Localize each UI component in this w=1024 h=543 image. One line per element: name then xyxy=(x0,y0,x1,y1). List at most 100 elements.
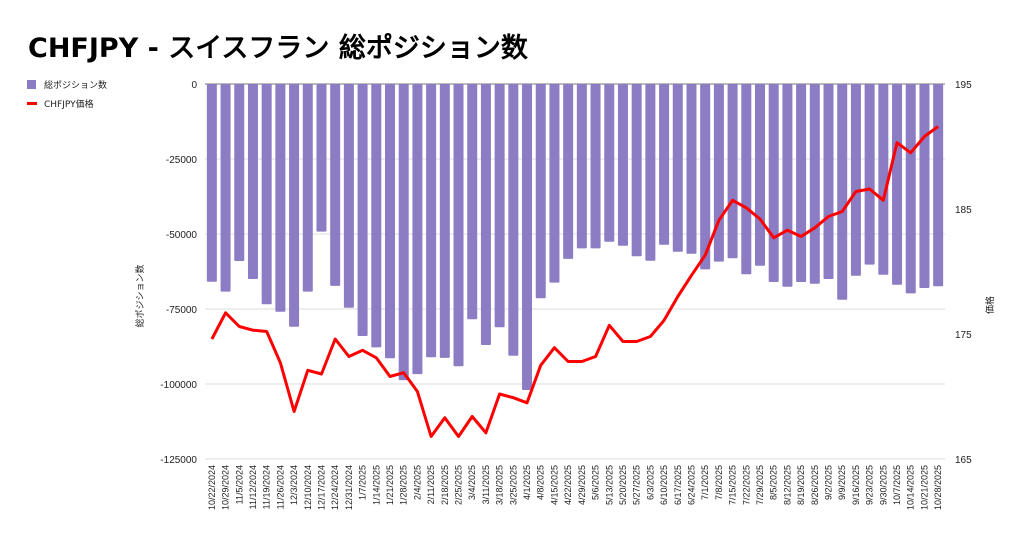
bar xyxy=(412,84,423,375)
x-tick-label: 9/9/2025 xyxy=(837,465,847,500)
x-tick-label: 3/4/2025 xyxy=(467,465,477,500)
bar xyxy=(453,84,464,367)
left-tick-label: -75000 xyxy=(166,305,198,316)
bar xyxy=(275,84,286,312)
x-tick-label: 10/14/2025 xyxy=(906,465,916,510)
right-axis-title: 価格 xyxy=(984,296,995,314)
bar xyxy=(864,84,875,265)
bar xyxy=(645,84,656,261)
x-tick-label: 10/22/2024 xyxy=(207,465,217,510)
x-axis-ticks: 10/22/2024 10/29/2024 11/5/2024 11/12/2024 1… xyxy=(207,465,943,510)
x-tick-label: 2/18/2025 xyxy=(440,465,450,505)
bar xyxy=(850,84,861,276)
legend-bar-swatch xyxy=(27,80,36,89)
left-tick-label: 0 xyxy=(191,80,197,91)
right-tick-label: 195 xyxy=(955,80,972,91)
bar xyxy=(289,84,300,327)
bar xyxy=(206,84,217,282)
x-tick-label: 12/17/2024 xyxy=(316,465,326,510)
x-tick-label: 2/25/2025 xyxy=(454,465,464,505)
bar xyxy=(316,84,327,232)
x-tick-label: 6/3/2025 xyxy=(645,465,655,500)
right-tick-label: 175 xyxy=(955,330,972,341)
x-tick-label: 10/21/2025 xyxy=(919,465,929,510)
left-axis-title: 総ポジション数 xyxy=(134,264,145,327)
bar xyxy=(672,84,683,252)
x-tick-label: 11/12/2024 xyxy=(248,465,258,509)
bar xyxy=(659,84,670,245)
right-tick-label: 165 xyxy=(955,455,972,466)
bar xyxy=(713,84,724,262)
x-tick-label: 12/3/2024 xyxy=(289,465,299,505)
bar xyxy=(905,84,916,294)
x-tick-label: 12/24/2024 xyxy=(330,465,340,510)
bar xyxy=(631,84,642,257)
x-tick-label: 4/15/2025 xyxy=(549,465,559,505)
bar xyxy=(371,84,382,348)
left-tick-label: -100000 xyxy=(160,380,197,391)
x-tick-label: 2/4/2025 xyxy=(412,465,422,500)
x-tick-label: 1/7/2025 xyxy=(358,465,368,500)
legend-line-swatch xyxy=(27,102,37,105)
bar xyxy=(823,84,834,279)
bar xyxy=(480,84,491,345)
bar xyxy=(302,84,313,292)
bar xyxy=(878,84,889,275)
x-tick-label: 4/29/2025 xyxy=(577,465,587,505)
bar xyxy=(741,84,752,275)
x-tick-label: 6/10/2025 xyxy=(659,465,669,505)
x-tick-label: 9/23/2025 xyxy=(865,465,875,505)
x-tick-label: 5/27/2025 xyxy=(632,465,642,505)
x-tick-label: 4/22/2025 xyxy=(563,465,573,505)
x-tick-label: 7/1/2025 xyxy=(700,465,710,500)
bar xyxy=(234,84,245,261)
bar xyxy=(727,84,738,259)
x-tick-label: 9/30/2025 xyxy=(878,465,888,505)
x-tick-label: 6/17/2025 xyxy=(673,465,683,505)
left-axis-ticks: 0 -25000 -50000 -75000 -100000 -125000 xyxy=(160,80,197,466)
x-tick-label: 7/29/2025 xyxy=(755,465,765,505)
bar xyxy=(220,84,231,292)
bar xyxy=(809,84,820,284)
x-tick-label: 5/6/2025 xyxy=(591,465,601,500)
bar xyxy=(494,84,505,328)
bar xyxy=(755,84,765,266)
x-tick-label: 10/7/2025 xyxy=(892,465,902,505)
x-tick-label: 4/8/2025 xyxy=(536,465,546,500)
x-tick-label: 11/26/2024 xyxy=(275,465,285,509)
bar xyxy=(357,84,368,336)
bar xyxy=(247,84,258,279)
price-line xyxy=(210,125,939,438)
bar xyxy=(700,84,711,270)
bar-series xyxy=(206,84,944,390)
x-tick-label: 5/13/2025 xyxy=(604,465,614,505)
bar xyxy=(617,84,628,246)
x-tick-label: 4/1/2025 xyxy=(522,465,532,500)
gridlines xyxy=(205,83,945,460)
bar xyxy=(686,84,697,254)
bar xyxy=(535,84,546,299)
x-tick-label: 8/26/2025 xyxy=(810,465,820,505)
bar xyxy=(782,84,793,287)
bar xyxy=(398,84,409,381)
x-tick-label: 11/5/2024 xyxy=(234,465,244,504)
x-tick-label: 12/10/2024 xyxy=(303,465,313,510)
x-tick-label: 7/8/2025 xyxy=(714,465,724,500)
bar xyxy=(330,84,341,286)
bar xyxy=(563,84,574,259)
bar xyxy=(604,84,615,242)
bar xyxy=(919,84,930,288)
x-tick-label: 9/16/2025 xyxy=(851,465,861,505)
x-tick-label: 7/15/2025 xyxy=(728,465,738,505)
x-tick-label: 5/20/2025 xyxy=(618,465,628,505)
x-tick-label: 6/24/2025 xyxy=(686,465,696,505)
left-tick-label: -50000 xyxy=(166,230,198,241)
x-tick-label: 3/18/2025 xyxy=(495,465,505,505)
bar xyxy=(796,84,807,282)
legend-bar-label: 総ポジション数 xyxy=(44,79,107,91)
right-axis-ticks: 195 185 175 165 xyxy=(955,80,972,466)
x-tick-label: 9/2/2025 xyxy=(824,465,834,500)
left-tick-label: -125000 xyxy=(160,455,197,466)
bar xyxy=(576,84,587,249)
